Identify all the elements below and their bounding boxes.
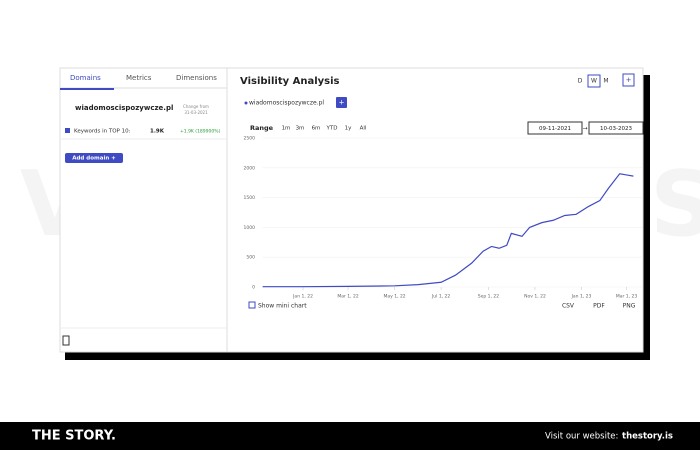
footer <box>0 422 700 450</box>
site[interactable]: thestory.is <box>622 432 673 442</box>
y-tick-label: 2000 <box>244 165 256 171</box>
range-option[interactable]: 1y <box>345 126 352 132</box>
y-tick-label: 0 <box>252 285 255 291</box>
legend-square <box>65 128 70 133</box>
date-box[interactable] <box>527 121 583 135</box>
x-tick-label: Nov 1, 22 <box>524 294 546 300</box>
export[interactable]: PDF <box>593 303 605 310</box>
range-option[interactable]: 1m <box>282 126 291 132</box>
watermark: S <box>650 152 700 257</box>
granularity[interactable]: W <box>591 78 597 85</box>
brand: THE STORY. <box>32 429 116 444</box>
x-tick-label: Jul 1, 22 <box>431 294 450 300</box>
tab[interactable]: Domains <box>70 74 101 82</box>
arrow: → <box>582 125 587 132</box>
date-to[interactable]: 10-03-2023 <box>600 126 632 132</box>
x-tick-label: Jan 1, 22 <box>292 294 313 300</box>
export[interactable]: PNG <box>623 303 636 310</box>
granularity[interactable]: M <box>603 78 608 85</box>
y-tick-label: 2500 <box>244 136 256 142</box>
x-tick-label: Mar 1, 22 <box>337 294 359 300</box>
domain: wiadomoscispozywcze.pl <box>75 104 173 112</box>
range-option[interactable]: 6m <box>312 126 321 132</box>
x-tick-label: Sep 1, 22 <box>478 294 499 300</box>
window <box>59 67 644 353</box>
add-domain-label[interactable]: Add domain + <box>72 156 116 162</box>
x-tick-label: Jan 1, 23 <box>571 294 592 300</box>
legend-add-label[interactable]: + <box>339 99 345 107</box>
metric-label: Keywords in TOP 10: <box>74 129 131 135</box>
panel-title: Visibility Analysis <box>240 76 340 87</box>
range-option[interactable]: 3m <box>296 126 305 132</box>
mini-chart-icon[interactable] <box>248 301 256 309</box>
metric-value: 1.9K <box>150 129 165 135</box>
change-label: Change from <box>183 104 209 109</box>
tab[interactable]: Dimensions <box>176 74 217 82</box>
granularity[interactable]: D <box>578 78 583 85</box>
legend-dot <box>244 101 248 105</box>
x-tick-label: Mar 1, 23 <box>616 294 638 300</box>
y-tick-label: 500 <box>246 255 255 261</box>
range-option[interactable]: All <box>360 126 367 132</box>
export[interactable]: CSV <box>562 303 575 310</box>
visit: Visit our website: <box>545 432 618 442</box>
range-label: Range <box>250 124 274 132</box>
series-line <box>262 173 634 288</box>
mini-chart[interactable]: Show mini chart <box>258 303 307 310</box>
range-option[interactable]: YTD <box>326 126 338 132</box>
legend-add[interactable] <box>336 97 347 108</box>
granularity-active <box>587 74 601 88</box>
legend-label: wiadomoscispozywcze.pl <box>249 100 324 107</box>
y-tick-label: 1000 <box>244 225 256 231</box>
tab[interactable]: Metrics <box>126 74 152 82</box>
date-from[interactable]: 09-11-2021 <box>539 126 571 132</box>
date-box[interactable] <box>588 121 644 135</box>
add-domain-button[interactable] <box>65 153 123 163</box>
add-button[interactable] <box>622 73 635 87</box>
x-tick-label: May 1, 22 <box>383 294 405 300</box>
metric-change: +1.9K (189900%) <box>180 129 221 135</box>
change-date: 31-03-2021 <box>184 110 208 115</box>
add-label[interactable]: + <box>626 76 632 84</box>
collapse-icon[interactable] <box>62 335 70 346</box>
y-tick-label: 1500 <box>244 195 256 201</box>
